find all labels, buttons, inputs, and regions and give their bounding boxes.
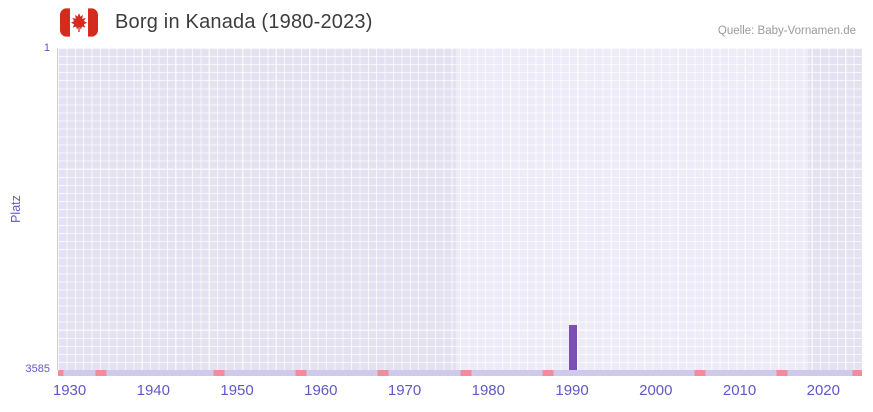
y-tick-top: 1 bbox=[43, 42, 50, 54]
chart-header: Borg in Kanada (1980-2023) bbox=[60, 8, 373, 37]
x-tick-label: 1930 bbox=[52, 382, 87, 399]
rank-bar-1990[interactable] bbox=[568, 325, 578, 370]
chart-title: Borg in Kanada (1980-2023) bbox=[115, 11, 373, 33]
x-tick-label: 1980 bbox=[471, 382, 505, 399]
x-tick-label: 1970 bbox=[387, 382, 422, 399]
x-tick-label: 1960 bbox=[304, 382, 338, 399]
x-axis-marker bbox=[542, 370, 554, 376]
grid-overlay bbox=[58, 48, 862, 370]
x-axis-marker bbox=[852, 370, 862, 376]
y-axis-label: Platz bbox=[9, 195, 23, 223]
x-tick-label: 1940 bbox=[136, 382, 170, 399]
canada-flag-icon bbox=[60, 8, 98, 37]
x-axis-ticks: 1930 1940 1950 1960 1970 1980 1990 2000 2010 2020 bbox=[53, 382, 861, 404]
x-axis-marker bbox=[95, 370, 107, 376]
x-tick-label: 2000 bbox=[639, 382, 673, 399]
x-tick-label: 1990 bbox=[555, 382, 589, 399]
x-tick-label: 1950 bbox=[220, 382, 254, 399]
y-tick-bottom: 3585 bbox=[25, 363, 50, 375]
x-axis-marker bbox=[213, 370, 225, 376]
source-credit: Quelle: Baby-Vornamen.de bbox=[717, 25, 856, 37]
x-axis-marker bbox=[58, 370, 64, 376]
x-axis-line bbox=[58, 370, 862, 376]
plot-area bbox=[57, 48, 862, 376]
x-tick-label: 2020 bbox=[806, 382, 840, 399]
x-axis-marker bbox=[776, 370, 788, 376]
x-axis-marker bbox=[694, 370, 706, 376]
x-axis-marker bbox=[377, 370, 389, 376]
x-axis-marker bbox=[460, 370, 472, 376]
x-axis-marker bbox=[295, 370, 307, 376]
x-tick-label: 2010 bbox=[722, 382, 757, 399]
